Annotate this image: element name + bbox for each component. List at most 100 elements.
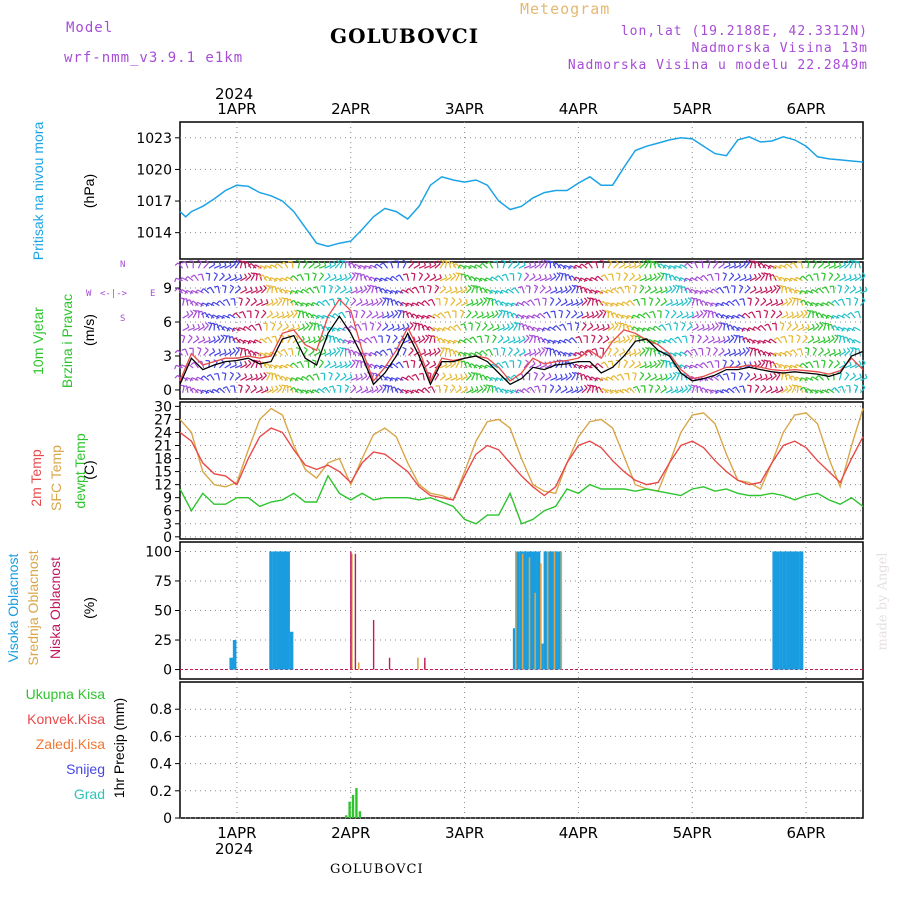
wind-barb [864, 286, 868, 291]
wind-barb [489, 276, 493, 281]
wind-barb [399, 289, 403, 294]
wind-barb [408, 288, 415, 294]
wind-barb [399, 376, 403, 381]
wind-barb [807, 326, 815, 332]
wind-barb [506, 311, 511, 315]
wind-barb [261, 375, 267, 381]
wind-barb [526, 315, 529, 320]
wind-barb [218, 261, 222, 266]
wind-barb [202, 389, 210, 394]
wind-barb [575, 386, 579, 391]
wind-barb [831, 387, 836, 391]
wind-barb [391, 289, 399, 294]
high-cloud-bar [512, 628, 517, 670]
wind-barb [426, 272, 430, 277]
wind-barb [834, 387, 840, 394]
wind-barb [386, 260, 391, 264]
wind-barb [312, 359, 317, 362]
wind-barb [502, 311, 506, 319]
wind-barb [804, 377, 808, 382]
wind-barb [218, 337, 225, 344]
wind-barb [455, 272, 460, 276]
wind-barb [769, 298, 773, 303]
wind-barb [192, 309, 197, 313]
wind-barb [546, 311, 551, 319]
wind-barb [250, 388, 257, 394]
wind-barb [580, 364, 588, 369]
precip-bar [344, 815, 348, 818]
wind-barb [562, 265, 566, 270]
wind-barb [209, 374, 215, 381]
wind-barb [255, 264, 262, 269]
wind-barb [815, 322, 820, 327]
wind-barb [590, 322, 594, 327]
wind-barb [202, 336, 206, 341]
wind-barb [465, 298, 468, 303]
wind-barb [851, 339, 855, 344]
wind-barb [804, 301, 808, 305]
wind-barb [345, 310, 350, 313]
wind-barb [521, 286, 525, 294]
wind-barb [667, 265, 671, 270]
wind-barb [200, 288, 205, 293]
wind-barb [652, 340, 655, 345]
wind-barb [762, 351, 766, 356]
wind-barb [786, 324, 792, 331]
low-cloud-bar [354, 553, 357, 670]
wind-barb [308, 321, 313, 326]
wind-barb [749, 274, 752, 279]
wind-barb [455, 263, 462, 269]
wind-barb [589, 297, 594, 300]
wind-barb [699, 387, 704, 391]
wind-barb [297, 326, 305, 332]
wind-barb [555, 274, 561, 282]
wind-barb [463, 265, 466, 270]
wind-barb [844, 374, 850, 381]
wind-barb [528, 336, 534, 344]
wind-barb [382, 314, 389, 319]
wind-barb [516, 322, 521, 325]
wind-barb [828, 338, 835, 344]
wind-barb [712, 288, 719, 294]
wind-barb [583, 365, 587, 370]
wind-barb [842, 261, 846, 266]
wind-barb [823, 339, 831, 344]
wind-barb [339, 385, 342, 393]
wind-barb [212, 347, 216, 352]
wind-barb [557, 297, 562, 302]
xtick-label-top: 2APR [331, 100, 370, 118]
wind-barb [483, 297, 487, 301]
wind-barb [591, 376, 598, 381]
wind-barb [421, 324, 426, 329]
wind-barb [718, 312, 725, 319]
wind-barb [739, 385, 744, 388]
wind-barb [312, 389, 320, 394]
wind-barb [208, 313, 215, 319]
wind-barb [455, 350, 462, 356]
wind-barb [507, 288, 514, 294]
wind-barb [286, 289, 294, 294]
wind-barb [522, 261, 526, 266]
wind-barb [450, 377, 458, 381]
wind-barb [569, 352, 577, 356]
wind-barb [676, 302, 684, 307]
wind-barb [465, 374, 472, 381]
wind-barb [796, 289, 803, 294]
wind-barb [270, 264, 278, 269]
wind-barb [659, 339, 667, 344]
wind-barb [736, 327, 740, 332]
wind-barb [799, 377, 802, 382]
wind-barb [506, 335, 510, 340]
wind-barb [286, 385, 291, 389]
high-cloud-bar [775, 551, 780, 670]
wind-barb [669, 372, 673, 377]
wind-barb [797, 313, 804, 319]
high-cloud-bar [516, 551, 520, 670]
wind-barb [717, 302, 724, 307]
wind-barb [748, 311, 753, 315]
wind-barb [665, 323, 670, 326]
wind-barb [484, 375, 488, 380]
wind-barb [638, 273, 642, 278]
wind-barb [790, 277, 798, 282]
